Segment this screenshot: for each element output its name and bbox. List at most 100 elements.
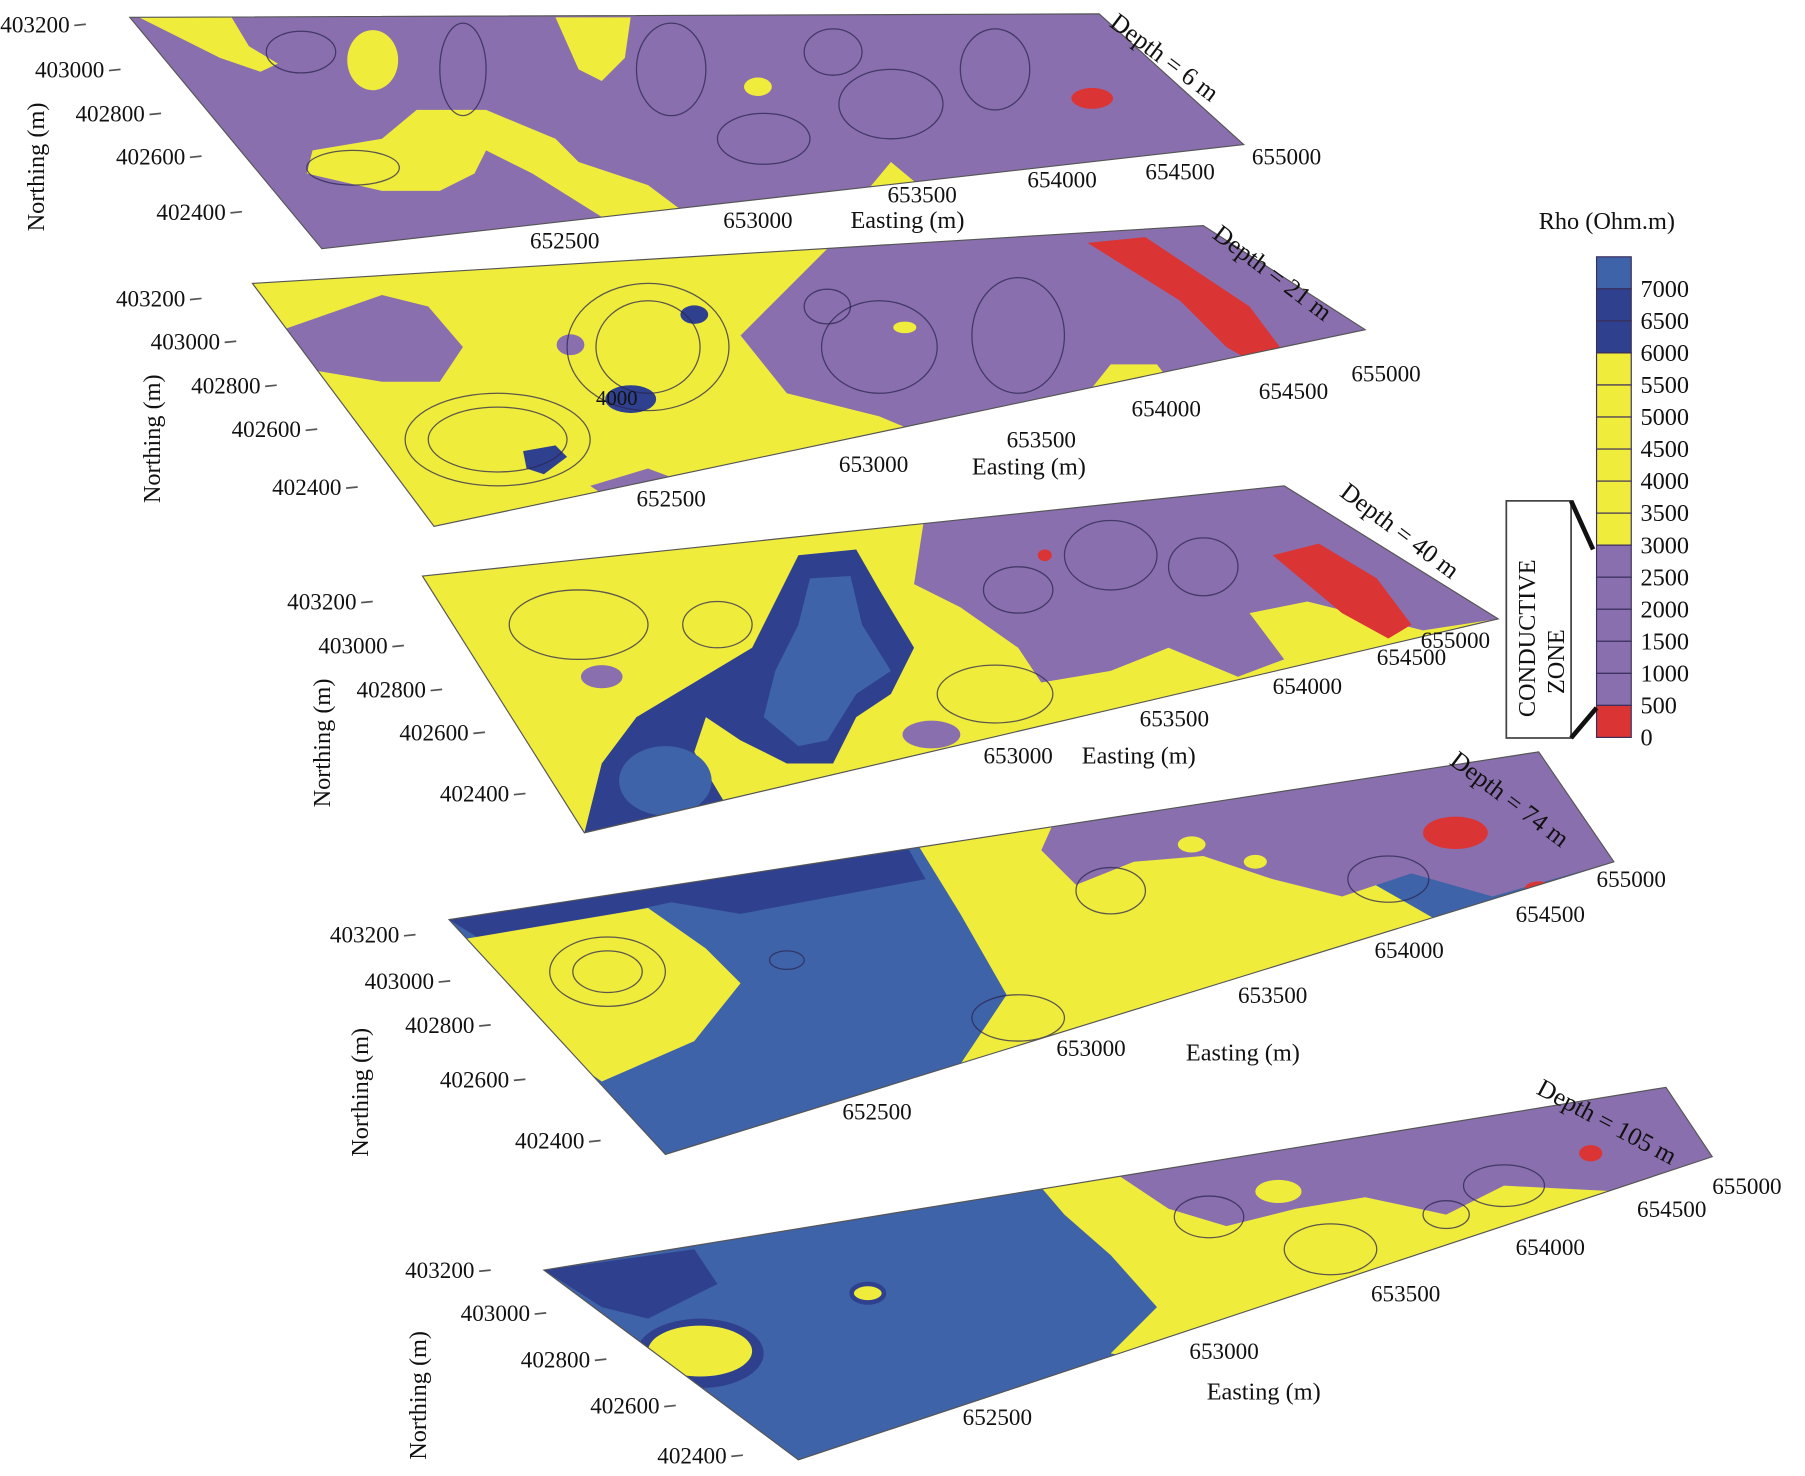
legend-level-label: 500 (1641, 692, 1677, 719)
legend-level-label: 5000 (1641, 404, 1690, 431)
easting-axis-label: Easting (m) (1082, 742, 1196, 769)
northing-tick-mark (513, 792, 526, 796)
conductive-zone (1579, 1145, 1603, 1162)
resistivity-zone-very-high (543, 1249, 718, 1319)
northing-tick-label: 402800 (75, 101, 144, 127)
northing-tick-label: 402800 (521, 1347, 590, 1373)
easting-axis-label: Easting (m) (972, 453, 1086, 480)
conductive-zone (1087, 237, 1285, 371)
legend-level-label: 0 (1641, 725, 1653, 752)
northing-tick-mark (594, 1358, 607, 1362)
easting-tick-label: 653000 (839, 452, 908, 478)
northing-tick-label: 402400 (272, 475, 341, 501)
legend-level-label: 2500 (1641, 564, 1690, 591)
northing-axis-label: Northing (m) (405, 1331, 432, 1460)
resistivity-zone-medium (555, 17, 631, 81)
northing-tick-label: 402600 (232, 417, 301, 443)
resistivity-zone-high (619, 746, 712, 816)
resistivity-zone-low (129, 13, 1244, 249)
easting-tick-label: 653000 (723, 208, 792, 234)
northing-tick-mark (189, 297, 202, 301)
resistivity-zone-medium (347, 30, 399, 91)
conductive-zone (1037, 549, 1052, 562)
resistivity-zone-medium (462, 908, 741, 1082)
northing-tick-label: 403000 (318, 634, 387, 660)
northing-tick-mark (108, 68, 121, 72)
northing-axis-label: Northing (m) (23, 103, 50, 232)
northing-tick-mark (392, 644, 405, 648)
northing-tick-label: 402800 (191, 373, 260, 399)
easting-tick-label: 654500 (1259, 379, 1328, 405)
easting-axis-label: Easting (m) (1186, 1040, 1300, 1067)
legend-swatch (1595, 320, 1632, 354)
easting-tick-label: 652500 (963, 1405, 1032, 1431)
easting-tick-label: 654500 (1377, 645, 1446, 671)
easting-tick-label: 652500 (636, 487, 705, 513)
easting-axis-label: Easting (m) (1207, 1379, 1321, 1406)
easting-tick-label: 654000 (1132, 396, 1201, 422)
northing-tick-mark (479, 1269, 491, 1273)
northing-axis-label: Northing (m) (139, 374, 166, 503)
resistivity-zone-medium (1243, 854, 1267, 869)
northing-tick-label: 403000 (151, 329, 220, 355)
northing-tick-mark (305, 428, 318, 432)
legend-level-label: 1000 (1641, 660, 1690, 687)
legend-level-label: 3000 (1641, 532, 1690, 559)
northing-tick-mark (189, 155, 202, 159)
resistivity-zone-very-high (680, 305, 709, 324)
resistivity-zone-medium (139, 17, 278, 72)
easting-tick-label: 653000 (1189, 1339, 1258, 1365)
northing-tick-label: 402400 (440, 782, 509, 808)
northing-tick-mark (534, 1312, 547, 1315)
northing-tick-label: 403000 (35, 58, 104, 84)
conductive-zone-label-line1: CONDUCTIVE (1514, 559, 1541, 717)
legend-swatch (1595, 512, 1632, 546)
northing-tick-mark (473, 731, 486, 735)
resistivity-zone-low (556, 334, 585, 356)
easting-tick-label: 654500 (1145, 159, 1214, 185)
legend-swatch (1595, 704, 1632, 738)
conductive-zone-callout-box (1505, 500, 1572, 739)
easting-tick-label: 652500 (842, 1100, 911, 1126)
resistivity-zone-medium (849, 1281, 887, 1305)
easting-tick-label: 654000 (1516, 1235, 1585, 1261)
legend-title: Rho (Ohm.m) (1539, 208, 1675, 235)
resistivity-zone-low (1099, 1087, 1713, 1227)
easting-tick-label: 653000 (1056, 1036, 1125, 1062)
northing-tick-mark (361, 600, 373, 604)
slice-6m-map (129, 13, 1244, 249)
legend-level-label: 6000 (1641, 340, 1690, 367)
legend-level-label: 7000 (1641, 276, 1690, 303)
northing-tick-mark (230, 210, 243, 214)
legend-level-label: 2000 (1641, 596, 1690, 623)
northing-tick-label: 402600 (399, 720, 468, 746)
conductive-zone (1071, 87, 1114, 109)
easting-tick-label: 654000 (1273, 674, 1342, 700)
easting-tick-label: 653500 (1371, 1281, 1440, 1307)
easting-tick-label: 654000 (1374, 938, 1443, 964)
legend-level-label: 4500 (1641, 436, 1690, 463)
northing-tick-mark (731, 1454, 743, 1458)
legend-swatch (1595, 576, 1632, 610)
legend-swatch (1595, 544, 1632, 578)
legend-swatch (1595, 640, 1632, 674)
legend-swatch (1595, 448, 1632, 482)
northing-tick-label: 403200 (0, 12, 69, 38)
easting-tick-label: 653500 (1238, 983, 1307, 1009)
resistivity-zone-medium (893, 321, 917, 334)
northing-tick-label: 402600 (590, 1394, 659, 1420)
northing-tick-label: 402600 (440, 1067, 509, 1093)
northing-tick-mark (438, 980, 451, 983)
easting-tick-label: 653500 (1140, 706, 1209, 732)
resistivity-zone-low (914, 485, 1499, 683)
legend-swatch (1595, 672, 1632, 706)
resistivity-legend: Rho (Ohm.m) 7000650060005500500045004000… (1505, 208, 1690, 752)
northing-tick-label: 403000 (365, 969, 434, 995)
easting-tick-label: 655000 (1252, 144, 1321, 170)
easting-tick-label: 653000 (983, 743, 1052, 769)
resistivity-zone-medium (1177, 836, 1206, 853)
northing-axis-label: Northing (m) (347, 1028, 374, 1157)
slice-labels-0: 403200 403000 402800 402600 402400 652500 6530… (0, 7, 1321, 255)
legend-swatch (1595, 416, 1632, 450)
resistivity-zone-low (902, 720, 961, 749)
